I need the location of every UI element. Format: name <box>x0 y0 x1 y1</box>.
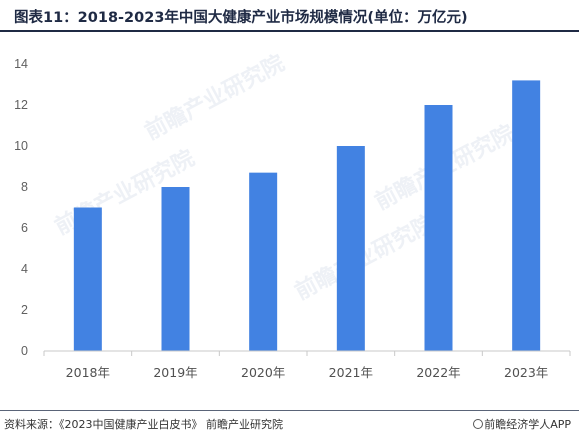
bar <box>512 80 541 352</box>
bar <box>424 105 453 351</box>
bar <box>161 187 190 351</box>
y-tick-label: 0 <box>21 344 28 358</box>
x-tick-label: 2018年 <box>66 365 110 380</box>
brand-credit: 前瞻经济学人APP <box>473 416 571 432</box>
y-tick-label: 8 <box>21 180 28 194</box>
x-tick-label: 2022年 <box>416 365 460 380</box>
bar <box>73 207 102 351</box>
bar <box>249 172 278 351</box>
chart-title: 图表11：2018-2023年中国大健康产业市场规模情况(单位：万亿元) <box>14 10 468 26</box>
bars <box>73 80 541 352</box>
x-tick-label: 2020年 <box>241 365 285 380</box>
y-tick-label: 12 <box>14 98 28 112</box>
brand-label: 前瞻经济学人APP <box>484 418 571 431</box>
y-tick-label: 4 <box>21 262 28 276</box>
bar <box>336 146 365 351</box>
y-tick-label: 10 <box>14 139 28 153</box>
y-axis-ticks: 0 2 4 6 8 10 12 14 <box>14 57 28 358</box>
y-tick-label: 2 <box>21 303 28 317</box>
y-tick-label: 6 <box>21 221 28 235</box>
x-tick-label: 2023年 <box>504 365 548 380</box>
x-axis-ticks: 2018年 2019年 2020年 2021年 2022年 2023年 <box>43 351 571 380</box>
watermark-text: 前瞻产业研究院 <box>141 50 289 145</box>
footer-divider <box>0 410 579 411</box>
title-divider <box>0 30 579 32</box>
x-tick-label: 2019年 <box>153 365 197 380</box>
source-note: 资料来源：《2023中国健康产业白皮书》 前瞻产业研究院 <box>4 418 283 431</box>
y-tick-label: 14 <box>14 57 28 71</box>
x-tick-label: 2021年 <box>329 365 373 380</box>
brand-logo-icon <box>473 419 484 429</box>
